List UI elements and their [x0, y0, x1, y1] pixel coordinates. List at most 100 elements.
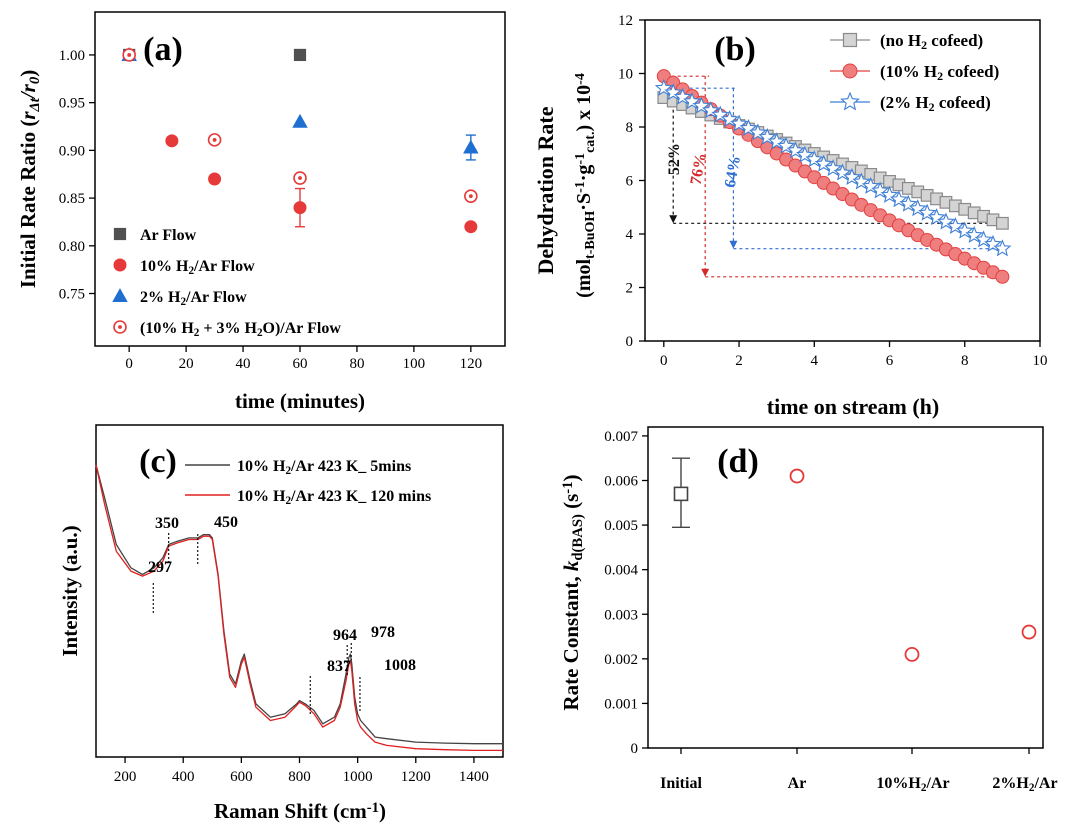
- text-part: 2% H: [140, 289, 181, 306]
- data-point: [293, 171, 307, 185]
- text-part: 2: [188, 265, 194, 277]
- spectrum-line: [95, 464, 503, 752]
- data-point: [122, 48, 136, 62]
- y-tick-label: 0.90: [59, 143, 85, 159]
- x-tick-label: 0: [660, 353, 668, 369]
- text-part: 2: [194, 327, 200, 339]
- panel-b: 0 2 4 6 8 10 0 2 4 6 8 10 12 time on stream (h) Dehydr…: [533, 13, 1048, 419]
- peak-label: 1008: [384, 657, 416, 674]
- x-tick-label: 6: [886, 353, 894, 369]
- legend-label: (10% H2 + 3% H2O)/Ar Flow: [140, 320, 341, 339]
- data-point: [464, 189, 478, 203]
- text-part: -4: [573, 73, 588, 85]
- text-part: Initial: [660, 775, 702, 792]
- text-part: 2: [921, 38, 927, 52]
- data-point: [207, 133, 222, 147]
- data-point: [993, 239, 1012, 257]
- text-part: + 3% H: [199, 320, 257, 337]
- text-part: 10% H: [140, 258, 189, 275]
- y-tick-label: 0.003: [604, 607, 638, 623]
- legend-label: 10% H2/Ar 423 K_ 5mins: [237, 458, 411, 477]
- text-part: -1: [560, 481, 576, 493]
- marker-dot: [298, 176, 302, 180]
- x-tick-label: 8: [961, 353, 969, 369]
- panel-a: 0 20 40 60 80 100 1200.750.800.850.900.951.00t…: [16, 11, 506, 413]
- y-tick-label: 0.001: [604, 696, 638, 712]
- y-tick-label: 0.75: [59, 287, 85, 303]
- data-point: [292, 113, 308, 128]
- legend-label: Ar Flow: [140, 227, 197, 244]
- legend-label: (10% H2 cofeed): [880, 62, 999, 83]
- data-point: [293, 48, 307, 62]
- category-label: Ar: [788, 775, 807, 792]
- annotation-label: 64%: [722, 154, 744, 188]
- category-label: 10%H2/Ar: [876, 775, 949, 794]
- data-point: [995, 269, 1010, 284]
- legend-marker: [842, 63, 858, 79]
- annotation-arrow-head: [701, 268, 710, 277]
- y-axis-label: Initial Rate Ratio (rΔt/r0): [16, 70, 43, 288]
- data-point: [789, 468, 805, 484]
- data-point: [995, 216, 1009, 230]
- peak-label: 350: [155, 515, 179, 532]
- x-tick-label: 40: [236, 356, 251, 372]
- text-part: /Ar 423 K_ 120 mins: [290, 488, 431, 505]
- panel-label: (b): [714, 31, 756, 68]
- legend-marker: [842, 32, 858, 48]
- text-part: d(BAS): [570, 514, 586, 561]
- panel-label: (c): [139, 443, 177, 480]
- x-tick-label: 4: [811, 353, 819, 369]
- text-part: /Ar Flow: [185, 289, 247, 306]
- text-part: /Ar Flow: [193, 258, 255, 275]
- text-part: 2: [929, 100, 935, 114]
- text-part: /Ar: [925, 775, 949, 792]
- x-axis-label: time (minutes): [235, 389, 365, 413]
- text-part: cofeed): [943, 62, 999, 81]
- text-part: 2: [921, 782, 927, 794]
- text-part: /Ar: [1033, 775, 1057, 792]
- y-tick-label: 1.00: [59, 48, 85, 64]
- legend-marker: [113, 227, 127, 241]
- annotation-arrow-head: [729, 240, 738, 249]
- text-part: 2: [180, 296, 186, 308]
- text-part: 10% H: [237, 458, 286, 475]
- text-part: /Ar 423 K_ 5mins: [290, 458, 411, 475]
- text-part: Rate Constant,: [559, 571, 583, 710]
- y-tick-label: 8: [626, 120, 634, 136]
- text-part: r: [16, 83, 40, 92]
- text-part: cat.: [583, 132, 598, 153]
- text-part: Ar: [788, 775, 807, 792]
- y-axis-label-line1: Dehydration Rate: [533, 106, 558, 274]
- data-point: [1021, 624, 1037, 640]
- text-part: k: [559, 560, 583, 571]
- text-part: t-BuOH: [583, 211, 598, 259]
- y-axis-label-line2: (molt-BuOH·S-1·g-1cat.) x 10-4: [573, 73, 598, 298]
- text-part: 10% H: [237, 488, 286, 505]
- text-part: Raman Shift (cm: [214, 799, 367, 823]
- text-part: O)/Ar Flow: [263, 320, 342, 337]
- text-part: ): [16, 70, 40, 77]
- y-tick-label: 0: [626, 334, 634, 350]
- x-tick-label: 10: [1033, 353, 1048, 369]
- text-part: 0: [27, 76, 43, 84]
- y-tick-label: 12: [618, 13, 633, 29]
- legend-marker: [112, 288, 128, 303]
- peak-label: 837: [327, 658, 351, 675]
- y-tick-label: 0.002: [604, 652, 638, 668]
- marker-dot: [127, 53, 132, 57]
- y-tick-label: 10: [618, 67, 633, 83]
- text-part: cofeed): [935, 93, 991, 112]
- text-part: 2: [285, 495, 291, 507]
- spectrum-line: [95, 464, 503, 745]
- x-tick-label: 1200: [401, 769, 431, 785]
- legend-label: (2% H2 cofeed): [880, 93, 991, 114]
- category-label: Initial: [660, 775, 702, 792]
- annotation-label: 52%: [666, 143, 683, 175]
- x-tick-label: 400: [172, 769, 195, 785]
- category-label: 2%H2/Ar: [992, 775, 1057, 794]
- x-tick-label: 80: [349, 356, 364, 372]
- x-tick-label: 2: [735, 353, 743, 369]
- x-tick-label: 1400: [459, 769, 489, 785]
- annotation-label: 76%: [688, 152, 710, 186]
